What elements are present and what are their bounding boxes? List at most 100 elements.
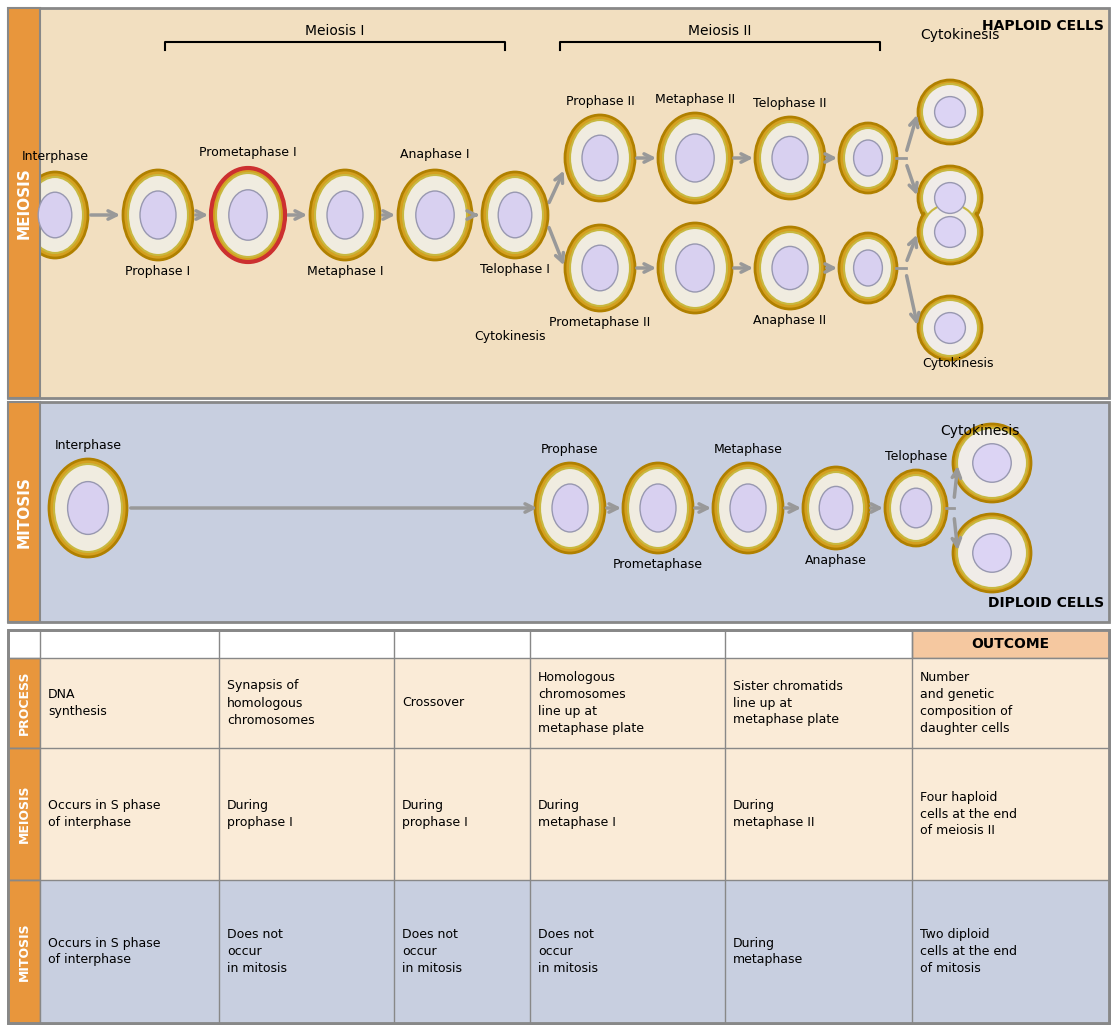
Ellipse shape	[640, 484, 676, 532]
Bar	[8, 630, 1109, 1023]
Text: Four haploid
cells at the end
of meiosis II: Four haploid cells at the end of meiosis…	[920, 791, 1016, 837]
Ellipse shape	[900, 489, 932, 528]
Ellipse shape	[957, 428, 1027, 498]
Ellipse shape	[123, 170, 193, 260]
Ellipse shape	[565, 115, 634, 201]
Text: Does not
occur
in mitosis: Does not occur in mitosis	[227, 928, 287, 975]
Text: Two diploid
cells at the end
of mitosis: Two diploid cells at the end of mitosis	[920, 928, 1016, 975]
Bar	[8, 402, 1109, 622]
Ellipse shape	[570, 120, 630, 196]
Text: Crossover: Crossover	[402, 697, 465, 709]
Ellipse shape	[676, 244, 714, 292]
Bar	[8, 658, 40, 749]
Bar	[8, 749, 40, 880]
Ellipse shape	[38, 192, 71, 238]
Text: Prophase II: Prophase II	[565, 95, 634, 108]
Ellipse shape	[570, 230, 630, 306]
Ellipse shape	[953, 424, 1031, 502]
Text: PROCESS: PROCESS	[18, 671, 30, 735]
Ellipse shape	[676, 134, 714, 182]
Ellipse shape	[416, 191, 455, 239]
Ellipse shape	[839, 123, 897, 193]
Ellipse shape	[327, 191, 363, 239]
Ellipse shape	[229, 190, 267, 240]
Ellipse shape	[658, 223, 732, 313]
Ellipse shape	[498, 192, 532, 238]
Text: Telophase I: Telophase I	[480, 263, 550, 276]
Ellipse shape	[487, 177, 543, 253]
Ellipse shape	[483, 172, 548, 258]
Ellipse shape	[565, 225, 634, 311]
Text: OUTCOME: OUTCOME	[972, 637, 1050, 651]
Text: During
prophase I: During prophase I	[402, 799, 468, 829]
Ellipse shape	[216, 173, 280, 257]
Ellipse shape	[885, 470, 947, 546]
Text: Synapsis of
homologous
chromosomes: Synapsis of homologous chromosomes	[227, 679, 315, 727]
Ellipse shape	[398, 170, 472, 260]
Ellipse shape	[772, 136, 808, 179]
Text: Metaphase: Metaphase	[714, 443, 782, 456]
Text: During
metaphase II: During metaphase II	[733, 799, 814, 829]
Text: Homologous
chromosomes
line up at
metaphase plate: Homologous chromosomes line up at metaph…	[538, 671, 645, 735]
Text: Prophase: Prophase	[542, 443, 599, 456]
Text: Meiosis II: Meiosis II	[688, 24, 752, 38]
Text: Interphase: Interphase	[21, 149, 88, 163]
Ellipse shape	[890, 475, 942, 541]
Ellipse shape	[918, 296, 982, 360]
Ellipse shape	[403, 175, 467, 255]
Ellipse shape	[211, 168, 285, 262]
Text: Meiosis I: Meiosis I	[305, 24, 364, 38]
Text: Does not
occur
in mitosis: Does not occur in mitosis	[538, 928, 598, 975]
Text: MITOSIS: MITOSIS	[17, 476, 31, 547]
Ellipse shape	[27, 177, 83, 253]
Ellipse shape	[760, 232, 820, 304]
Text: Does not
occur
in mitosis: Does not occur in mitosis	[402, 928, 462, 975]
Ellipse shape	[311, 170, 380, 260]
Bar	[8, 402, 40, 622]
Text: DIPLOID CELLS: DIPLOID CELLS	[987, 596, 1104, 610]
Ellipse shape	[49, 459, 127, 557]
Text: Prometaphase: Prometaphase	[613, 558, 703, 571]
Ellipse shape	[803, 467, 869, 548]
Ellipse shape	[957, 518, 1027, 588]
Ellipse shape	[935, 312, 965, 343]
Ellipse shape	[540, 468, 600, 548]
Bar	[8, 8, 40, 398]
Ellipse shape	[853, 250, 882, 286]
Text: Prometaphase I: Prometaphase I	[199, 146, 297, 159]
Ellipse shape	[755, 117, 825, 199]
Text: Telophase II: Telophase II	[753, 97, 827, 110]
Ellipse shape	[853, 140, 882, 176]
Ellipse shape	[922, 300, 978, 356]
Ellipse shape	[68, 481, 108, 534]
Ellipse shape	[918, 166, 982, 230]
Ellipse shape	[315, 175, 375, 255]
Ellipse shape	[128, 175, 188, 255]
Ellipse shape	[718, 468, 779, 548]
Text: Prometaphase II: Prometaphase II	[550, 315, 650, 329]
Text: Prophase I: Prophase I	[125, 265, 191, 278]
Bar	[8, 8, 1109, 398]
Ellipse shape	[663, 118, 727, 198]
Ellipse shape	[953, 514, 1031, 592]
Ellipse shape	[54, 464, 122, 552]
Ellipse shape	[140, 191, 176, 239]
Bar	[40, 658, 1109, 749]
Text: MEIOSIS: MEIOSIS	[17, 167, 31, 239]
Text: Cytokinesis: Cytokinesis	[920, 28, 1000, 42]
Bar	[911, 630, 1109, 658]
Ellipse shape	[535, 463, 605, 553]
Ellipse shape	[755, 227, 825, 309]
Ellipse shape	[808, 472, 865, 544]
Text: Occurs in S phase
of interphase: Occurs in S phase of interphase	[48, 799, 161, 829]
Ellipse shape	[839, 233, 897, 303]
Bar	[8, 880, 40, 1023]
Ellipse shape	[628, 468, 688, 548]
Bar	[40, 749, 1109, 880]
Text: Metaphase I: Metaphase I	[307, 265, 383, 278]
Text: During
metaphase I: During metaphase I	[538, 799, 615, 829]
Ellipse shape	[713, 463, 783, 553]
Text: During
metaphase: During metaphase	[733, 936, 803, 966]
Ellipse shape	[922, 170, 978, 226]
Text: Occurs in S phase
of interphase: Occurs in S phase of interphase	[48, 936, 161, 966]
